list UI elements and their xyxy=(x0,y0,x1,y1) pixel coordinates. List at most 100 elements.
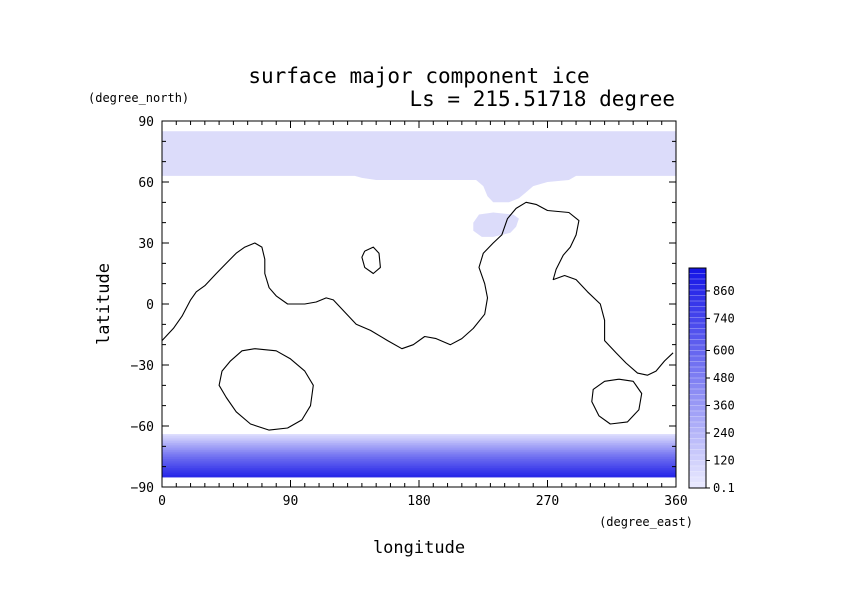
x-tick-label: 0 xyxy=(158,494,166,509)
colorbar-segment xyxy=(689,356,706,362)
y-tick-label: −60 xyxy=(131,420,154,435)
colorbar-segment xyxy=(689,317,706,324)
colorbar-segment xyxy=(689,438,706,445)
chart-subtitle: Ls = 215.51718 degree xyxy=(409,87,675,111)
colorbar-label: 0.1 xyxy=(713,481,735,495)
south-cap-band xyxy=(162,446,676,449)
x-tick-label: 360 xyxy=(664,494,687,509)
y-tick-label: −90 xyxy=(131,481,154,496)
colorbar-segment xyxy=(689,400,706,406)
south-cap-band xyxy=(162,464,676,467)
colorbar-segment xyxy=(689,378,706,384)
y-tick-label: 0 xyxy=(146,298,154,313)
colorbar-segment xyxy=(689,460,706,467)
plot-background xyxy=(162,121,676,487)
coastline xyxy=(161,201,674,376)
x-axis-title: longitude xyxy=(373,538,465,558)
colorbar-segment xyxy=(689,350,706,357)
south-cap-band xyxy=(162,439,676,442)
y-tick-label: 90 xyxy=(138,115,154,130)
south-cap-band xyxy=(162,434,676,437)
x-unit-label: (degree_east) xyxy=(599,515,693,529)
chart-title: surface major component ice xyxy=(248,64,589,88)
axis-ticks: 0 90 180 270 360 90 60 30 0 −30 −60 −90 xyxy=(131,115,688,509)
x-tick-label: 180 xyxy=(407,494,430,509)
north-cap-ice xyxy=(162,131,676,203)
colorbar-segment xyxy=(689,279,706,285)
colorbar-label: 740 xyxy=(713,311,735,325)
south-cap-band xyxy=(162,444,676,448)
colorbar-label: 600 xyxy=(713,344,735,358)
south-cap-band xyxy=(162,448,676,451)
plot-area xyxy=(161,120,677,488)
colorbar-segment xyxy=(689,416,706,423)
south-cap-band xyxy=(162,471,676,474)
y-tick-label: 30 xyxy=(138,237,154,252)
colorbar-segment xyxy=(689,449,706,456)
colorbar-segment xyxy=(689,477,706,483)
south-cap-band xyxy=(162,467,676,471)
colorbar-segment xyxy=(689,405,706,412)
colorbar-segment xyxy=(689,361,706,368)
colorbar-segment xyxy=(689,273,706,280)
y-axis-title: latitude xyxy=(94,263,114,345)
y-unit-label: (degree_north) xyxy=(88,91,189,105)
coastline xyxy=(361,246,381,275)
colorbar-segment xyxy=(689,372,706,379)
south-cap-band xyxy=(162,460,676,464)
colorbar-label: 480 xyxy=(713,371,735,385)
colorbar-segment xyxy=(689,295,706,302)
colorbar-label: 360 xyxy=(713,399,735,413)
colorbar-segment xyxy=(689,433,706,439)
colorbar-segment xyxy=(689,284,706,291)
colorbar-label: 860 xyxy=(713,284,735,298)
south-cap-band xyxy=(162,459,676,462)
south-cap-band xyxy=(162,435,676,439)
south-cap-band xyxy=(162,466,676,469)
colorbar-segment xyxy=(689,339,706,346)
x-tick-label: 270 xyxy=(536,494,559,509)
colorbar-segment xyxy=(689,383,706,390)
south-cap-band xyxy=(162,450,676,453)
colorbar-segment xyxy=(689,427,706,434)
south-cap-band xyxy=(162,469,676,473)
x-tick-label: 90 xyxy=(283,494,299,509)
colorbar-segment xyxy=(689,323,706,329)
colorbar-segment xyxy=(689,389,706,395)
colorbar-dividers xyxy=(689,273,706,483)
colorbar-segment xyxy=(689,312,706,318)
colorbar-segment xyxy=(689,306,706,313)
colorbar-segment xyxy=(689,466,706,472)
coastline xyxy=(591,378,643,425)
south-cap-band xyxy=(162,443,676,446)
colorbar-segment xyxy=(689,411,706,417)
colorbar-segment xyxy=(689,290,706,296)
colorbar-segment xyxy=(689,328,706,335)
colorbar-segment xyxy=(689,471,706,478)
colorbar: 0.1 120 240 360 480 600 740 860 xyxy=(688,267,735,495)
colorbar-segment xyxy=(689,422,706,428)
y-tick-label: 60 xyxy=(138,176,154,191)
colorbar-label: 240 xyxy=(713,426,735,440)
south-cap-band xyxy=(162,475,676,478)
colorbar-segment xyxy=(689,482,706,489)
south-cap-band xyxy=(162,451,676,455)
south-cap-band xyxy=(162,453,676,457)
south-cap-band xyxy=(162,441,676,444)
colorbar-segment xyxy=(689,455,706,461)
tick-marks xyxy=(161,120,677,488)
y-tick-label: −30 xyxy=(131,359,154,374)
south-cap-band xyxy=(162,457,676,460)
south-cap-band xyxy=(162,473,676,476)
colorbar-segment xyxy=(689,367,706,373)
colorbar-segment xyxy=(689,301,706,307)
colorbar-segment xyxy=(689,268,706,274)
south-cap-band xyxy=(162,455,676,458)
colorbar-segment xyxy=(689,444,706,450)
colorbar-segment xyxy=(689,394,706,401)
colorbar-label: 120 xyxy=(713,454,735,468)
coastline xyxy=(218,348,314,431)
colorbar-segment xyxy=(689,345,706,351)
south-cap-band xyxy=(162,437,676,441)
